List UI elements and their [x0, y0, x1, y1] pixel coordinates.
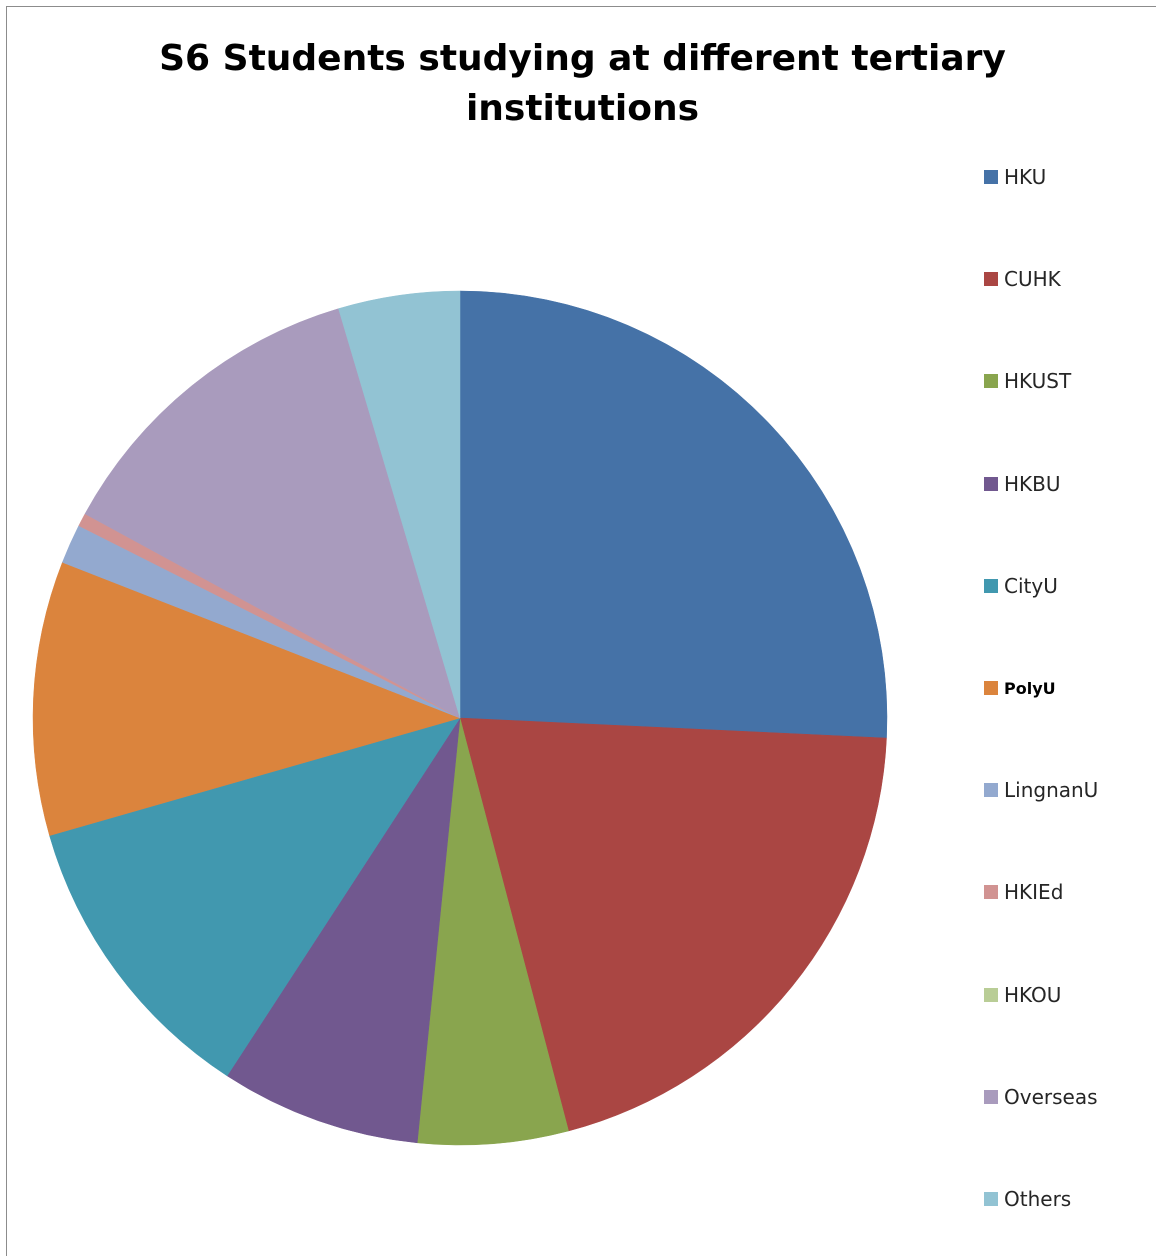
legend-swatch-hkust: [984, 374, 998, 389]
legend-swatch-lingnanu: [984, 783, 998, 798]
legend-item-hkbu: HKBU: [984, 469, 1061, 499]
pie-slice-cuhk: [459, 717, 887, 1132]
legend-label-hkou: HKOU: [1004, 982, 1062, 1007]
legend-label-polyu: PolyU: [1004, 678, 1056, 698]
legend-swatch-polyu: [984, 681, 998, 695]
legend-label-hkust: HKUST: [1004, 369, 1072, 394]
legend-label-hkied: HKIEd: [1004, 880, 1064, 905]
pie-slice-cityu: [49, 717, 461, 1077]
pie-slices: [32, 290, 888, 1146]
legend-label-overseas: Overseas: [1004, 1084, 1098, 1109]
pie-slice-overseas: [84, 308, 461, 719]
legend-swatch-hkbu: [984, 476, 998, 491]
legend-item-others: Others: [984, 1184, 1071, 1214]
legend-item-cityu: CityU: [984, 571, 1058, 601]
chart-title: S6 Students studying at different tertia…: [159, 38, 1006, 129]
pie-slice-polyu: [32, 562, 461, 836]
legend-item-hkied: HKIEd: [984, 877, 1063, 907]
legend-swatch-cuhk: [984, 272, 998, 287]
legend-label-hku: HKU: [1004, 165, 1047, 189]
pie-slice-others: [338, 290, 461, 719]
legend-item-lingnanu: LingnanU: [984, 775, 1098, 805]
pie-slice-hku: [459, 290, 888, 739]
legend-item-hkust: HKUST: [984, 366, 1071, 396]
legend-swatch-others: [984, 1192, 998, 1206]
legend-swatch-overseas: [984, 1089, 998, 1104]
pie-slice-hkust: [416, 717, 569, 1146]
legend-item-overseas: Overseas: [984, 1082, 1098, 1112]
legend-item-polyu: PolyU: [984, 673, 1056, 703]
legend-label-cuhk: CUHK: [1004, 267, 1061, 292]
legend-swatch-cityu: [984, 578, 998, 593]
legend-label-lingnanu: LingnanU: [1004, 778, 1099, 803]
legend-swatch-hkied: [984, 885, 998, 900]
legend-item-hkou: HKOU: [984, 980, 1061, 1010]
legend-item-cuhk: CUHK: [984, 264, 1061, 294]
legend-label-others: Others: [1004, 1187, 1072, 1211]
legend-label-hkbu: HKBU: [1004, 471, 1061, 496]
legend-swatch-hku: [984, 170, 998, 184]
legend-swatch-hkou: [984, 987, 998, 1002]
legend-item-hku: HKU: [984, 162, 1046, 192]
pie-slice-hkbu: [226, 717, 461, 1144]
legend-label-cityu: CityU: [1004, 573, 1058, 598]
